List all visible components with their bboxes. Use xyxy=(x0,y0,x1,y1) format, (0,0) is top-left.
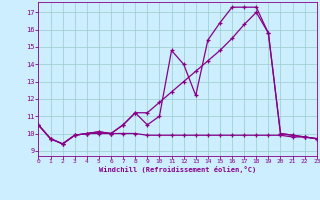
X-axis label: Windchill (Refroidissement éolien,°C): Windchill (Refroidissement éolien,°C) xyxy=(99,166,256,173)
